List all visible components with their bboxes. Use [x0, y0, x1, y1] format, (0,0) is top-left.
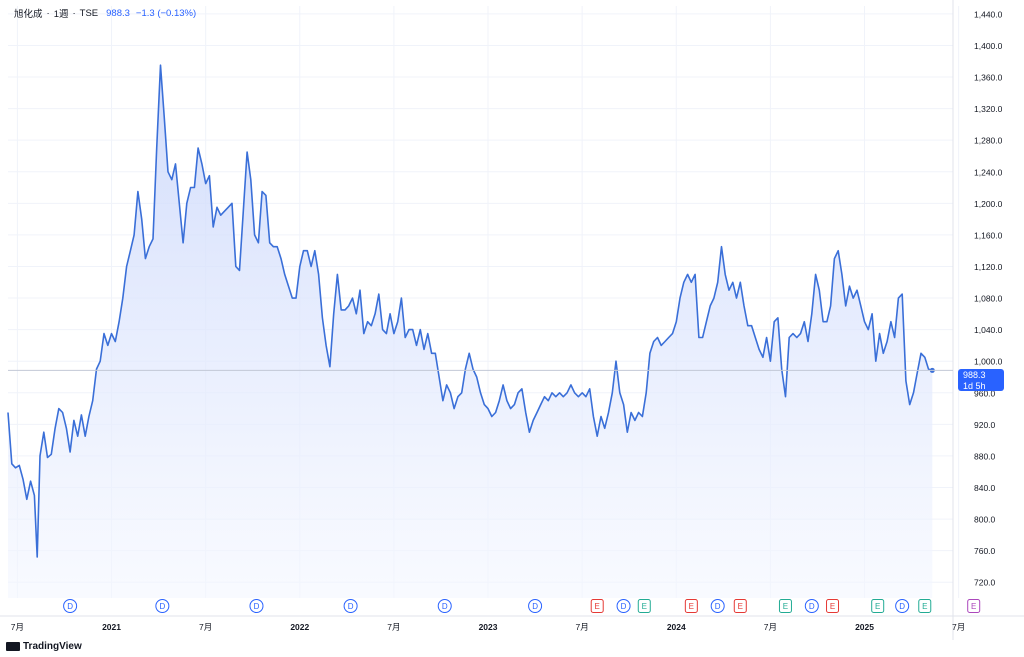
bar-countdown: 1d 5h	[963, 380, 986, 391]
dividend-marker-label: D	[621, 602, 627, 611]
dividend-marker-label: D	[442, 602, 448, 611]
dividend-marker-label: D	[809, 602, 815, 611]
y-tick-label: 1,000.0	[974, 357, 1003, 367]
x-tick-label: 7月	[576, 622, 589, 632]
dividend-marker-label: D	[532, 602, 538, 611]
dividend-marker-label: D	[348, 602, 354, 611]
x-tick-label: 7月	[387, 622, 400, 632]
y-tick-label: 1,360.0	[974, 73, 1003, 83]
x-tick-label: 2023	[479, 622, 498, 632]
x-tick-label: 2024	[667, 622, 686, 632]
earnings-marker-label: E	[738, 602, 743, 611]
x-axis[interactable]: 7月 2021 7月 2022 7月 2023 7月 2024 7月 2025 7月	[11, 622, 965, 632]
earnings-marker-label: E	[783, 602, 788, 611]
y-tick-label: 1,080.0	[974, 294, 1003, 304]
earnings-marker-label: E	[971, 602, 976, 611]
price-line	[7, 64, 933, 558]
y-tick-label: 1,440.0	[974, 9, 1003, 19]
dividend-marker-label: D	[254, 602, 260, 611]
earnings-marker	[826, 599, 840, 613]
y-tick-label: 1,040.0	[974, 325, 1003, 335]
interval-label[interactable]: 1週	[53, 9, 69, 20]
earnings-marker	[684, 599, 698, 613]
tradingview-logo[interactable]: TradingView	[6, 641, 82, 652]
dividend-marker	[895, 599, 910, 613]
chart-legend-header: 旭化成 · 1週 · TSE 988.3 −1.3 (−0.13%)	[14, 6, 197, 21]
earnings-marker	[918, 599, 932, 613]
dividend-marker	[437, 599, 452, 613]
last-price-value: 988.3	[963, 370, 986, 380]
separator: ·	[72, 7, 76, 19]
earnings-marker	[733, 599, 747, 613]
tradingview-logo-icon	[6, 642, 20, 651]
price-change: −1.3 (−0.13%)	[135, 7, 197, 19]
dividend-marker-label: D	[67, 602, 73, 611]
dividend-marker	[616, 599, 631, 613]
logo-text: TradingView	[23, 641, 82, 652]
price-area	[8, 65, 933, 598]
y-tick-label: 920.0	[974, 420, 996, 430]
earnings-marker-label: E	[830, 602, 835, 611]
dividend-marker-label: D	[899, 602, 905, 611]
y-tick-label: 1,200.0	[974, 199, 1003, 209]
dividend-marker	[343, 599, 358, 613]
last-price-tag: 988.3 1d 5h	[958, 369, 1004, 391]
dividend-marker-label: D	[159, 602, 165, 611]
y-tick-label: 760.0	[974, 546, 996, 556]
separator: ·	[46, 7, 50, 19]
earnings-marker-label: E	[689, 602, 694, 611]
y-tick-label: 1,320.0	[974, 104, 1003, 114]
y-tick-label: 840.0	[974, 483, 996, 493]
dividend-marker	[710, 599, 725, 613]
exchange-label: TSE	[79, 7, 99, 19]
earnings-marker	[967, 599, 981, 613]
dividend-marker	[63, 599, 78, 613]
earnings-marker-label: E	[922, 602, 927, 611]
x-tick-label: 2021	[102, 622, 121, 632]
earnings-marker	[871, 599, 885, 613]
y-tick-label: 1,280.0	[974, 136, 1003, 146]
earnings-marker	[637, 599, 651, 613]
y-tick-label: 880.0	[974, 451, 996, 461]
earnings-marker-label: E	[642, 602, 647, 611]
earnings-marker	[778, 599, 792, 613]
dividend-marker	[249, 599, 264, 613]
symbol-name: 旭化成	[14, 9, 43, 20]
price-area-fill	[8, 65, 933, 598]
dividend-marker	[155, 599, 170, 613]
earnings-marker	[590, 599, 604, 613]
x-tick-label: 7月	[11, 622, 24, 632]
y-tick-label: 960.0	[974, 388, 996, 398]
y-tick-label: 1,240.0	[974, 167, 1003, 177]
y-tick-label: 1,400.0	[974, 41, 1003, 51]
y-tick-label: 720.0	[974, 578, 996, 588]
y-tick-label: 1,160.0	[974, 230, 1003, 240]
x-tick-label: 7月	[764, 622, 777, 632]
dividend-marker	[804, 599, 819, 613]
y-axis[interactable]: 720.0 760.0 800.0 840.0 880.0 920.0 960.0 1,000…	[974, 9, 1003, 587]
dividend-marker-label: D	[715, 602, 721, 611]
x-tick-label: 7月	[199, 622, 212, 632]
x-tick-label: 7月	[952, 622, 965, 632]
y-tick-label: 1,120.0	[974, 262, 1003, 272]
earnings-marker-label: E	[875, 602, 880, 611]
dividend-marker	[528, 599, 543, 613]
earnings-marker-label: E	[595, 602, 600, 611]
x-tick-label: 2022	[290, 622, 309, 632]
x-tick-label: 2025	[855, 622, 874, 632]
y-tick-label: 800.0	[974, 515, 996, 525]
current-price: 988.3	[106, 7, 130, 19]
